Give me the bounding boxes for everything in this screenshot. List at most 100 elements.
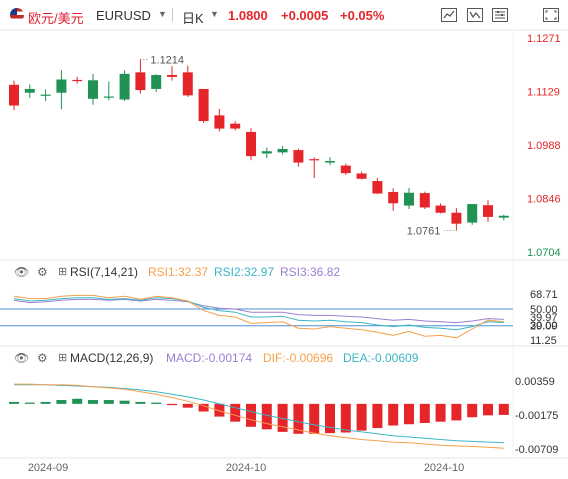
macd-histogram-bar bbox=[182, 403, 193, 408]
rsi-axis-label: 29.09 bbox=[530, 321, 558, 333]
candle-body bbox=[182, 72, 193, 96]
price-change-percent: +0.05% bbox=[340, 8, 385, 23]
settings-icon[interactable] bbox=[491, 7, 509, 23]
dea-value: DEA:-0.00609 bbox=[343, 351, 419, 365]
macd-value: MACD:-0.00174 bbox=[166, 351, 253, 365]
rsi2-value: RSI2:32.97 bbox=[214, 265, 275, 279]
candle-body bbox=[293, 150, 304, 163]
price-axis-label: 1.0988 bbox=[527, 140, 561, 152]
macd-histogram-bar bbox=[325, 403, 335, 434]
rsi-axis-label: 30.00 bbox=[530, 320, 558, 332]
price-axis-label: 1.1129 bbox=[527, 87, 560, 99]
eu-us-flag-icon bbox=[10, 8, 24, 22]
macd-axis-label: -0.00709 bbox=[515, 444, 558, 456]
gear-icon[interactable]: ⚙ bbox=[37, 265, 48, 279]
candle-body bbox=[40, 94, 51, 96]
macd-histogram-bar bbox=[372, 403, 383, 429]
chart-style-icon[interactable] bbox=[440, 7, 458, 23]
rsi3-value: RSI3:36.82 bbox=[280, 265, 341, 279]
macd-histogram-bar bbox=[198, 403, 209, 412]
macd-histogram-bar bbox=[435, 403, 446, 422]
indicator-icon[interactable] bbox=[466, 7, 484, 23]
candle-body bbox=[498, 215, 509, 218]
header-divider bbox=[172, 8, 173, 22]
candle-body bbox=[24, 88, 35, 93]
dif-value: DIF:-0.00696 bbox=[263, 351, 334, 365]
macd-histogram-bar bbox=[419, 403, 430, 423]
rsi-axis-label: 39.97 bbox=[530, 312, 558, 324]
fullscreen-icon[interactable] bbox=[542, 7, 560, 23]
macd-histogram-bar bbox=[309, 403, 320, 434]
candle-body bbox=[372, 181, 383, 194]
candle-body bbox=[261, 151, 272, 154]
eye-icon[interactable]: 👁 bbox=[14, 351, 30, 365]
macd-histogram-bar bbox=[246, 403, 256, 427]
macd-histogram-bar bbox=[340, 403, 351, 433]
macd-histogram-bar bbox=[483, 403, 493, 416]
rsi-axis-label: 68.71 bbox=[530, 289, 558, 301]
price-axis-label: 1.1271 bbox=[527, 33, 561, 45]
rsi3-line bbox=[13, 298, 504, 324]
x-axis-label: 2024-10 bbox=[226, 462, 266, 474]
macd-title: MACD(12,26,9) bbox=[70, 351, 154, 365]
rsi-axis-label: 11.25 bbox=[530, 335, 557, 347]
macd-axis-label: 0.00359 bbox=[515, 376, 555, 388]
macd-histogram-bar bbox=[24, 402, 35, 404]
macd-histogram-bar bbox=[277, 403, 288, 432]
chevron-down-icon[interactable]: ▼ bbox=[210, 9, 219, 19]
macd-histogram-bar bbox=[356, 403, 367, 431]
macd-histogram-bar bbox=[404, 403, 414, 425]
candle-body bbox=[72, 79, 83, 82]
macd-histogram-bar bbox=[88, 400, 98, 404]
rsi-title: RSI(7,14,21) bbox=[70, 265, 139, 279]
chevron-down-icon[interactable]: ▼ bbox=[158, 9, 167, 19]
candle-body bbox=[246, 131, 256, 157]
price-axis-label: 1.0846 bbox=[527, 193, 561, 205]
candle-body bbox=[119, 73, 130, 100]
rsi1-value: RSI1:32.37 bbox=[148, 265, 209, 279]
candle-body bbox=[451, 212, 462, 224]
symbol-selector[interactable]: EURUSD bbox=[96, 8, 151, 23]
candle-body bbox=[404, 192, 414, 206]
candle-body bbox=[467, 204, 478, 223]
grid-icon[interactable]: ⊞ bbox=[58, 352, 68, 364]
macd-histogram-bar bbox=[135, 401, 146, 404]
macd-histogram-bar bbox=[261, 403, 272, 430]
dea-line bbox=[14, 384, 504, 444]
rsi1-line bbox=[13, 294, 504, 339]
candle-body bbox=[151, 74, 162, 89]
macd-histogram-bar bbox=[230, 403, 241, 422]
x-axis-label: 2024-09 bbox=[28, 462, 68, 474]
rsi2-line bbox=[13, 297, 504, 331]
period-selector[interactable]: 日K bbox=[182, 11, 204, 26]
candle-body bbox=[135, 72, 146, 91]
candle-body bbox=[88, 80, 98, 99]
macd-histogram-bar bbox=[151, 402, 162, 404]
high-label: 1.1214 bbox=[150, 55, 184, 67]
macd-histogram-bar bbox=[9, 401, 19, 404]
candle-body bbox=[325, 161, 335, 163]
dif-line bbox=[14, 383, 504, 449]
macd-histogram-bar bbox=[293, 403, 304, 434]
rsi-axis-label: 50.00 bbox=[530, 304, 558, 316]
candle-body bbox=[419, 193, 430, 208]
macd-histogram-bar bbox=[119, 400, 130, 404]
pair-name: 欧元/美元 bbox=[28, 11, 84, 26]
candle-body bbox=[214, 115, 225, 129]
macd-histogram-bar bbox=[467, 403, 478, 418]
price-axis-label: 1.0704 bbox=[527, 247, 561, 259]
macd-axis-label: -0.00175 bbox=[515, 410, 558, 422]
x-axis-label: 2024-10 bbox=[424, 462, 464, 474]
eye-icon[interactable]: 👁 bbox=[14, 265, 30, 279]
macd-histogram-bar bbox=[214, 403, 225, 417]
macd-histogram-bar bbox=[498, 403, 509, 415]
candle-body bbox=[388, 191, 399, 204]
candle-body bbox=[435, 205, 446, 213]
gear-icon[interactable]: ⚙ bbox=[37, 351, 48, 365]
grid-icon[interactable]: ⊞ bbox=[58, 266, 68, 278]
chart-header: 欧元/美元 EURUSD ▼ 日K ▼ 1.0800 +0.0005 +0.05… bbox=[0, 0, 568, 30]
candle-body bbox=[483, 205, 493, 217]
candle-body bbox=[167, 74, 177, 77]
